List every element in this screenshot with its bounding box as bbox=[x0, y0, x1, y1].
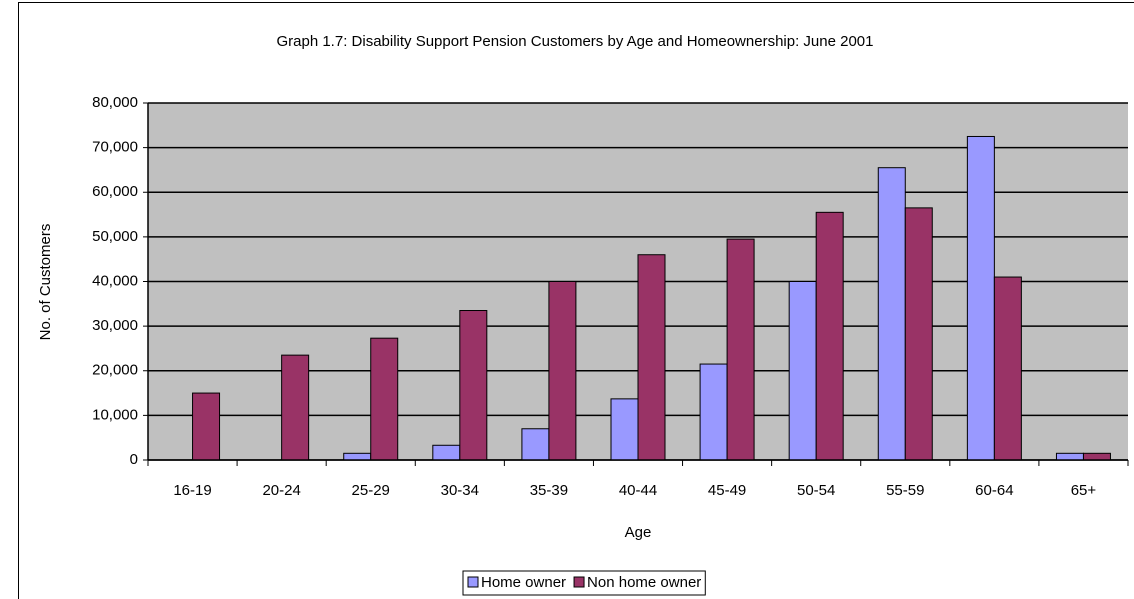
x-tick-label: 20-24 bbox=[262, 482, 300, 499]
y-tick-label: 50,000 bbox=[92, 228, 138, 245]
bar bbox=[966, 135, 995, 461]
x-tick-label: 55-59 bbox=[886, 482, 924, 499]
bar bbox=[610, 398, 639, 461]
x-tick-label: 35-39 bbox=[530, 482, 568, 499]
x-axis-label: Age bbox=[625, 524, 652, 541]
y-tick-label: 20,000 bbox=[92, 362, 138, 379]
bar bbox=[699, 363, 728, 461]
x-tick-label: 40-44 bbox=[619, 482, 657, 499]
bar bbox=[370, 337, 399, 461]
x-tick-label: 50-54 bbox=[797, 482, 835, 499]
y-tick-label: 80,000 bbox=[92, 94, 138, 111]
y-axis-label: No. of Customers bbox=[37, 224, 54, 341]
bar bbox=[1082, 452, 1111, 461]
legend-label: Home owner bbox=[481, 574, 566, 591]
x-tick-label: 30-34 bbox=[441, 482, 479, 499]
y-tick-label: 0 bbox=[130, 451, 138, 468]
bar bbox=[432, 444, 461, 461]
chart-title: Graph 1.7: Disability Support Pension Cu… bbox=[276, 33, 873, 50]
x-tick-label: 60-64 bbox=[975, 482, 1013, 499]
x-tick-label: 16-19 bbox=[173, 482, 211, 499]
y-tick-label: 10,000 bbox=[92, 406, 138, 423]
x-tick-label: 65+ bbox=[1071, 482, 1097, 499]
bar bbox=[192, 392, 221, 461]
bar bbox=[1055, 452, 1084, 461]
bar bbox=[637, 254, 666, 461]
bar bbox=[343, 452, 372, 461]
legend-swatch bbox=[573, 576, 585, 588]
bar bbox=[904, 207, 933, 461]
legend-label: Non home owner bbox=[587, 574, 701, 591]
legend-swatch bbox=[467, 576, 479, 588]
y-tick-label: 70,000 bbox=[92, 139, 138, 156]
x-tick-label: 25-29 bbox=[352, 482, 390, 499]
y-tick-label: 30,000 bbox=[92, 317, 138, 334]
bar bbox=[993, 276, 1022, 461]
bar bbox=[281, 354, 310, 461]
bar bbox=[548, 281, 577, 461]
bar bbox=[459, 310, 488, 461]
bar bbox=[521, 428, 550, 461]
bar bbox=[877, 167, 906, 461]
x-tick-label: 45-49 bbox=[708, 482, 746, 499]
bar bbox=[815, 211, 844, 461]
bar bbox=[788, 281, 817, 461]
y-tick-label: 60,000 bbox=[92, 183, 138, 200]
bar bbox=[726, 238, 755, 461]
y-tick-label: 40,000 bbox=[92, 272, 138, 289]
